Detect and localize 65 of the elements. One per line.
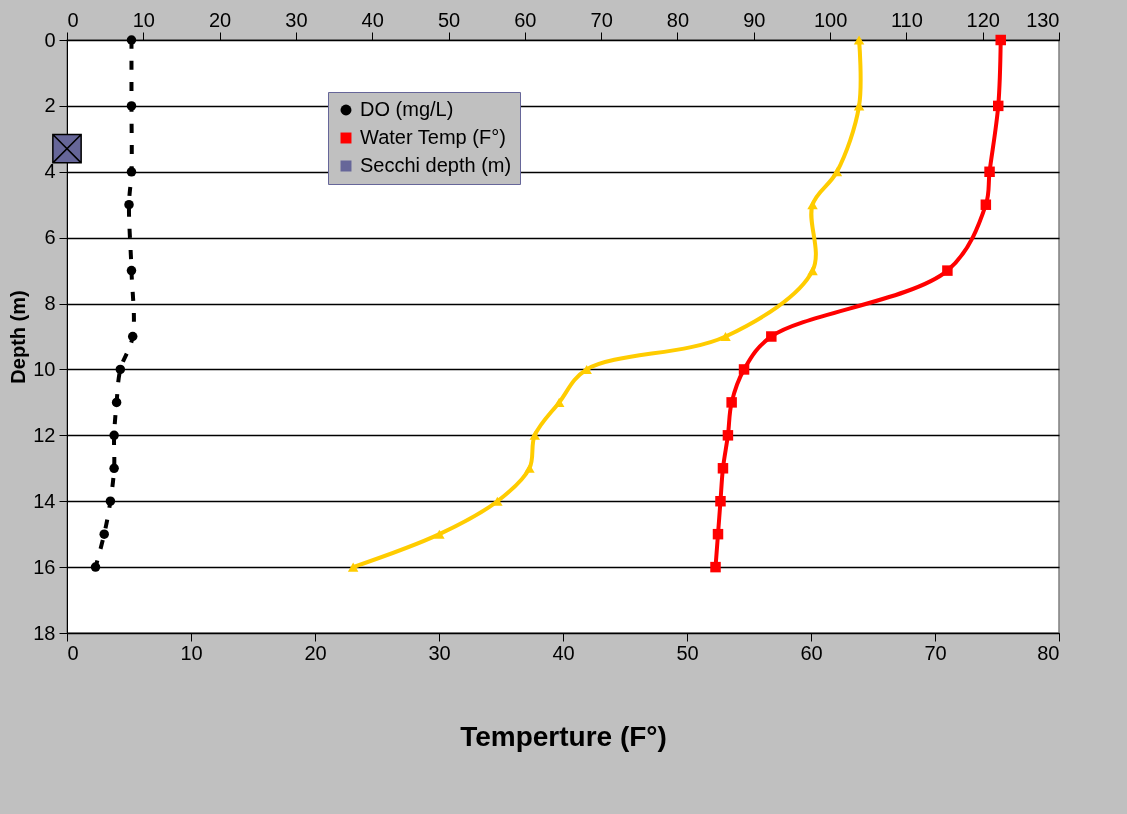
x2-tick-label: 90 (743, 8, 766, 31)
x-tick-label: 80 (1037, 641, 1060, 664)
point (127, 331, 138, 342)
x-tick-label: 0 (67, 641, 79, 664)
y-tick-label: 6 (44, 226, 56, 249)
point (766, 331, 777, 342)
point (126, 167, 137, 177)
legend-label: DO (mg/L) (360, 98, 454, 120)
point (109, 463, 119, 474)
x2-tick-label: 120 (966, 8, 1000, 31)
x-tick-label: 60 (800, 641, 823, 664)
x2-tick-label: 110 (890, 8, 923, 31)
point (124, 199, 134, 210)
x2-tick-label: 30 (285, 8, 308, 31)
y-tick-label: 0 (44, 28, 56, 51)
point (995, 34, 1006, 46)
x-tick-label: 40 (552, 641, 575, 664)
x2-tick-label: 20 (208, 8, 232, 31)
point (717, 463, 729, 474)
point (980, 199, 992, 210)
point (710, 561, 721, 573)
point (126, 101, 137, 111)
point (115, 364, 126, 375)
point (715, 495, 726, 507)
point (726, 397, 737, 408)
x2-tick-label: 70 (590, 8, 613, 31)
x2-tick-label: 40 (361, 8, 384, 31)
x2-tick-label: 80 (666, 8, 690, 31)
y-tick-label: 8 (44, 292, 56, 315)
x-tick-label: 20 (304, 641, 327, 664)
point (722, 430, 734, 441)
y-tick-label: 18 (33, 621, 56, 644)
x2-tick-label: 130 (1026, 8, 1060, 31)
point (105, 496, 116, 506)
point (984, 166, 995, 178)
y-tick-label: 12 (33, 423, 56, 446)
point (712, 528, 724, 540)
x2-tick-label: 60 (514, 8, 537, 31)
point (126, 265, 137, 276)
point (111, 397, 122, 408)
x2-tick-label: 100 (813, 8, 848, 31)
legend-label: Water Temp (F°) (360, 126, 506, 148)
y-tick-label: 16 (33, 555, 56, 578)
point (52, 133, 82, 164)
x2-tick-label: 0 (67, 8, 79, 31)
x2-tick-label: 50 (437, 8, 461, 31)
point (993, 100, 1004, 112)
y-tick-label: 4 (44, 160, 56, 183)
point (126, 35, 137, 45)
legend-label: Secchi depth (m) (360, 154, 512, 176)
x2-tick-label: 10 (132, 8, 155, 31)
point (99, 529, 109, 539)
y-tick-label: 2 (44, 94, 56, 117)
point (90, 562, 101, 572)
y-tick-label: 14 (33, 489, 56, 512)
x-tick-label: 30 (428, 641, 451, 664)
point (942, 265, 953, 276)
y-axis-title: Depth (m) (7, 290, 30, 384)
x-tick-label: 10 (180, 641, 203, 664)
x-tick-label: 50 (676, 641, 699, 664)
y-tick-label: 10 (33, 357, 56, 380)
x-tick-label: 70 (924, 641, 947, 664)
point (738, 364, 750, 375)
point (109, 430, 119, 441)
x-axis-title: Temperture (F°) (460, 720, 667, 752)
